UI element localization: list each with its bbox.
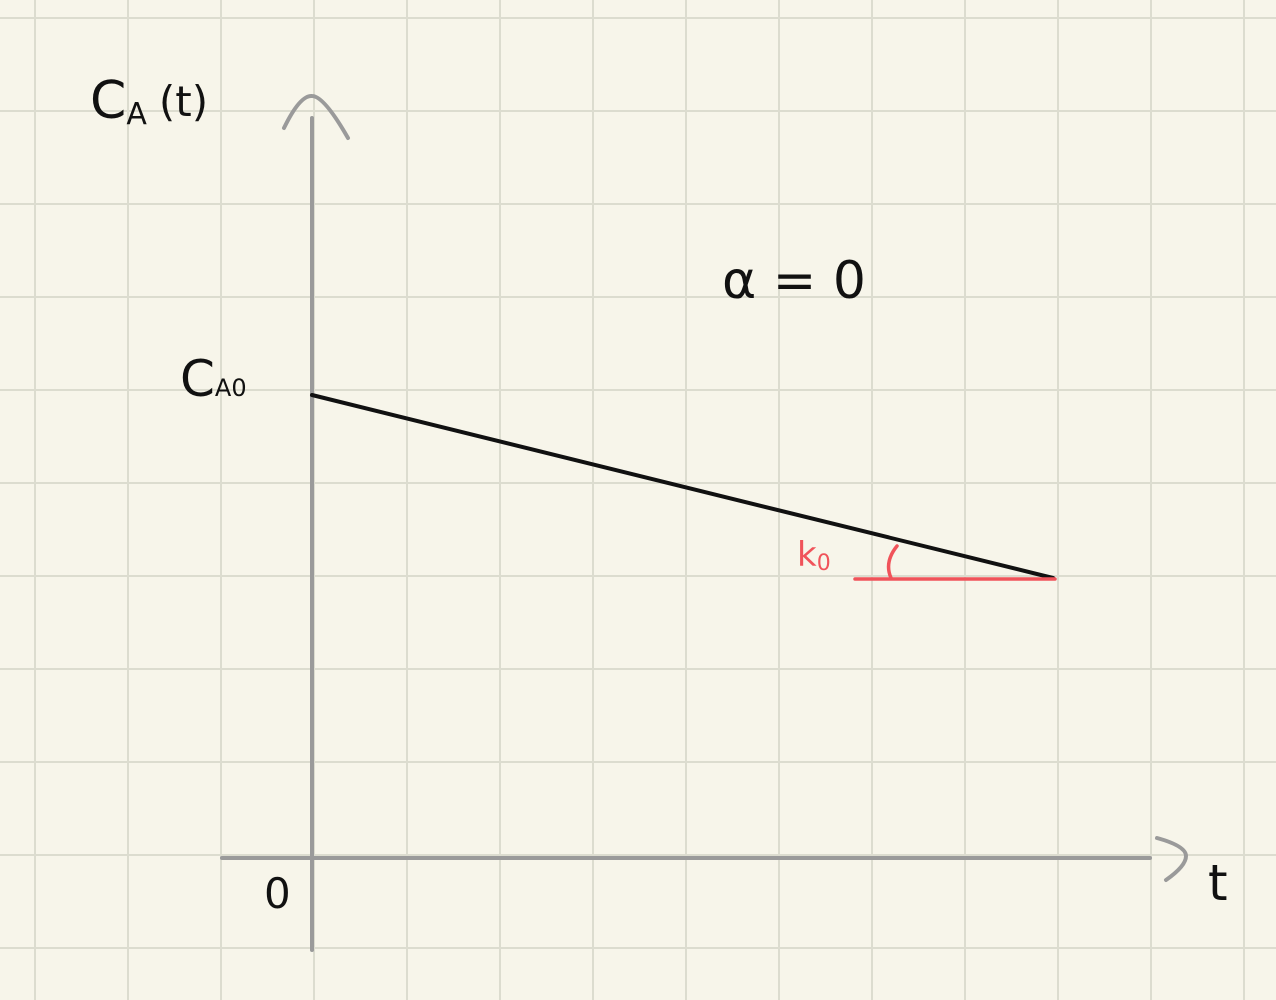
x-axis-label: t [1208,854,1228,912]
initial-value-label: CA0 [180,350,247,408]
axes [220,94,1188,952]
y-axis-label: CA (t) [90,71,208,132]
slope-angle-arc [886,544,899,580]
slope-label: k0 [797,535,831,576]
origin-label: 0 [264,869,291,918]
x-axis-arrowhead [1155,836,1188,882]
y-axis-arrowhead [282,94,350,140]
slope-annotation [853,544,1057,581]
concentration-line [310,393,1055,580]
reaction-order-label: α = 0 [722,251,866,311]
